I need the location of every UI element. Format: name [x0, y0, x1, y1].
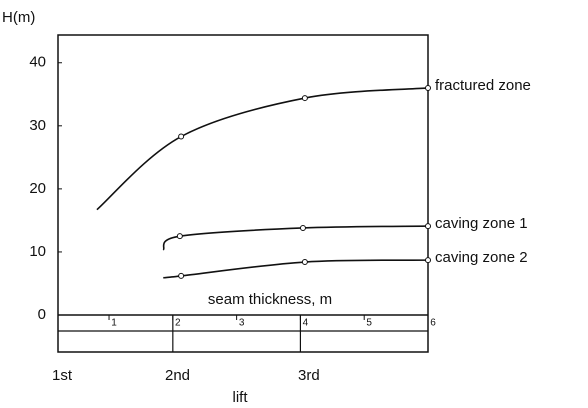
- y-tick-label: 10: [29, 243, 46, 260]
- x-tick-label: 1: [111, 318, 117, 329]
- series-line: [162, 225, 429, 251]
- x-tick-label: 3: [239, 318, 245, 329]
- point: [425, 257, 431, 264]
- x-axis-label: seam thickness, m: [208, 291, 332, 308]
- point: [301, 95, 308, 102]
- point: [425, 84, 431, 91]
- lift-category: 2nd: [165, 367, 190, 384]
- point: [178, 272, 185, 279]
- lift-category: 3rd: [298, 367, 320, 384]
- y-tick-label: 40: [29, 54, 46, 71]
- series-label: fractured zone: [435, 77, 531, 94]
- y-axis-label: H(m): [2, 9, 35, 26]
- x-tick-label: 2: [175, 318, 181, 329]
- point: [178, 133, 185, 140]
- series-label: caving zone 2: [435, 249, 528, 266]
- lift-category: 1st: [52, 367, 73, 384]
- x-tick-label: 6: [430, 318, 436, 329]
- point: [299, 224, 306, 231]
- series-label: caving zone 1: [435, 215, 528, 232]
- point: [425, 223, 431, 230]
- point: [301, 259, 308, 266]
- point: [176, 233, 183, 240]
- series-line: [96, 87, 429, 211]
- y-tick-label: 20: [29, 180, 46, 197]
- y-tick-label: 0: [38, 306, 46, 323]
- x-tick-label: 4: [303, 318, 309, 329]
- x-tick-label: 5: [366, 318, 372, 329]
- series-line: [163, 259, 429, 279]
- plot-frame: [57, 34, 429, 353]
- lift-label: lift: [233, 389, 249, 406]
- y-tick-label: 30: [29, 117, 46, 134]
